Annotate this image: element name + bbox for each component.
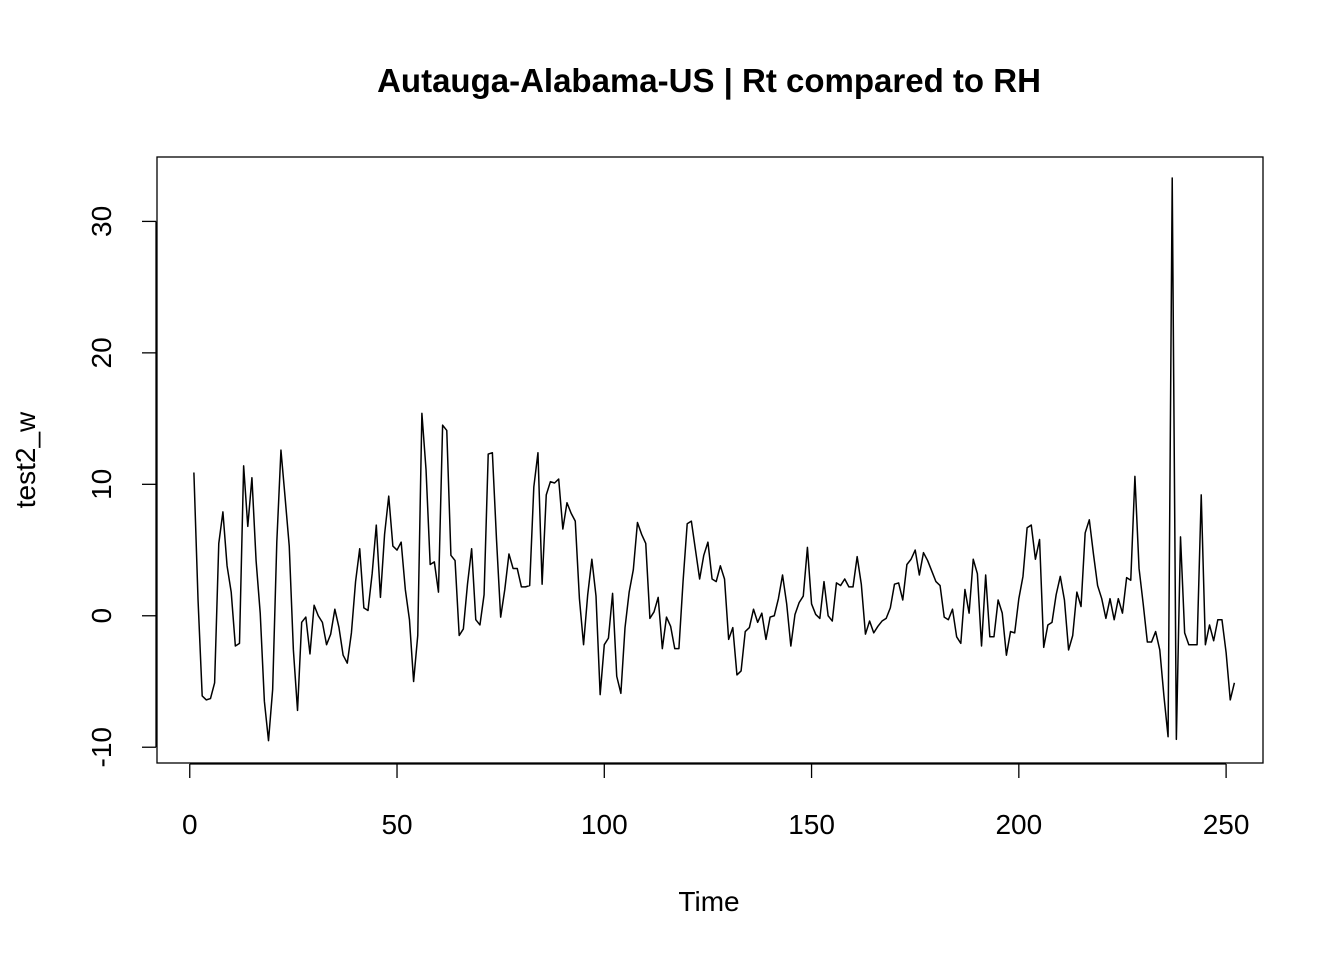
x-axis-label: Time [678,886,739,917]
chart-title: Autauga-Alabama-US | Rt compared to RH [377,62,1041,99]
x-tick-label: 50 [381,809,412,840]
y-tick-label: 0 [86,608,117,624]
x-tick-label: 150 [788,809,835,840]
x-tick-label: 0 [182,809,198,840]
x-tick-label: 200 [995,809,1042,840]
y-axis-label: test2_w [10,411,41,508]
plot-frame [156,156,1264,764]
y-tick-label: 10 [86,469,117,500]
data-points [193,177,1235,741]
y-axis: -10 0 10 20 30 [86,206,157,767]
x-axis: 0 50 100 150 200 250 [182,763,1250,840]
y-tick-label: 20 [86,337,117,368]
series-line [193,177,1236,742]
x-tick-label: 100 [581,809,628,840]
y-tick-label: 30 [86,206,117,237]
y-tick-label: -10 [86,727,117,767]
x-tick-label: 250 [1203,809,1250,840]
